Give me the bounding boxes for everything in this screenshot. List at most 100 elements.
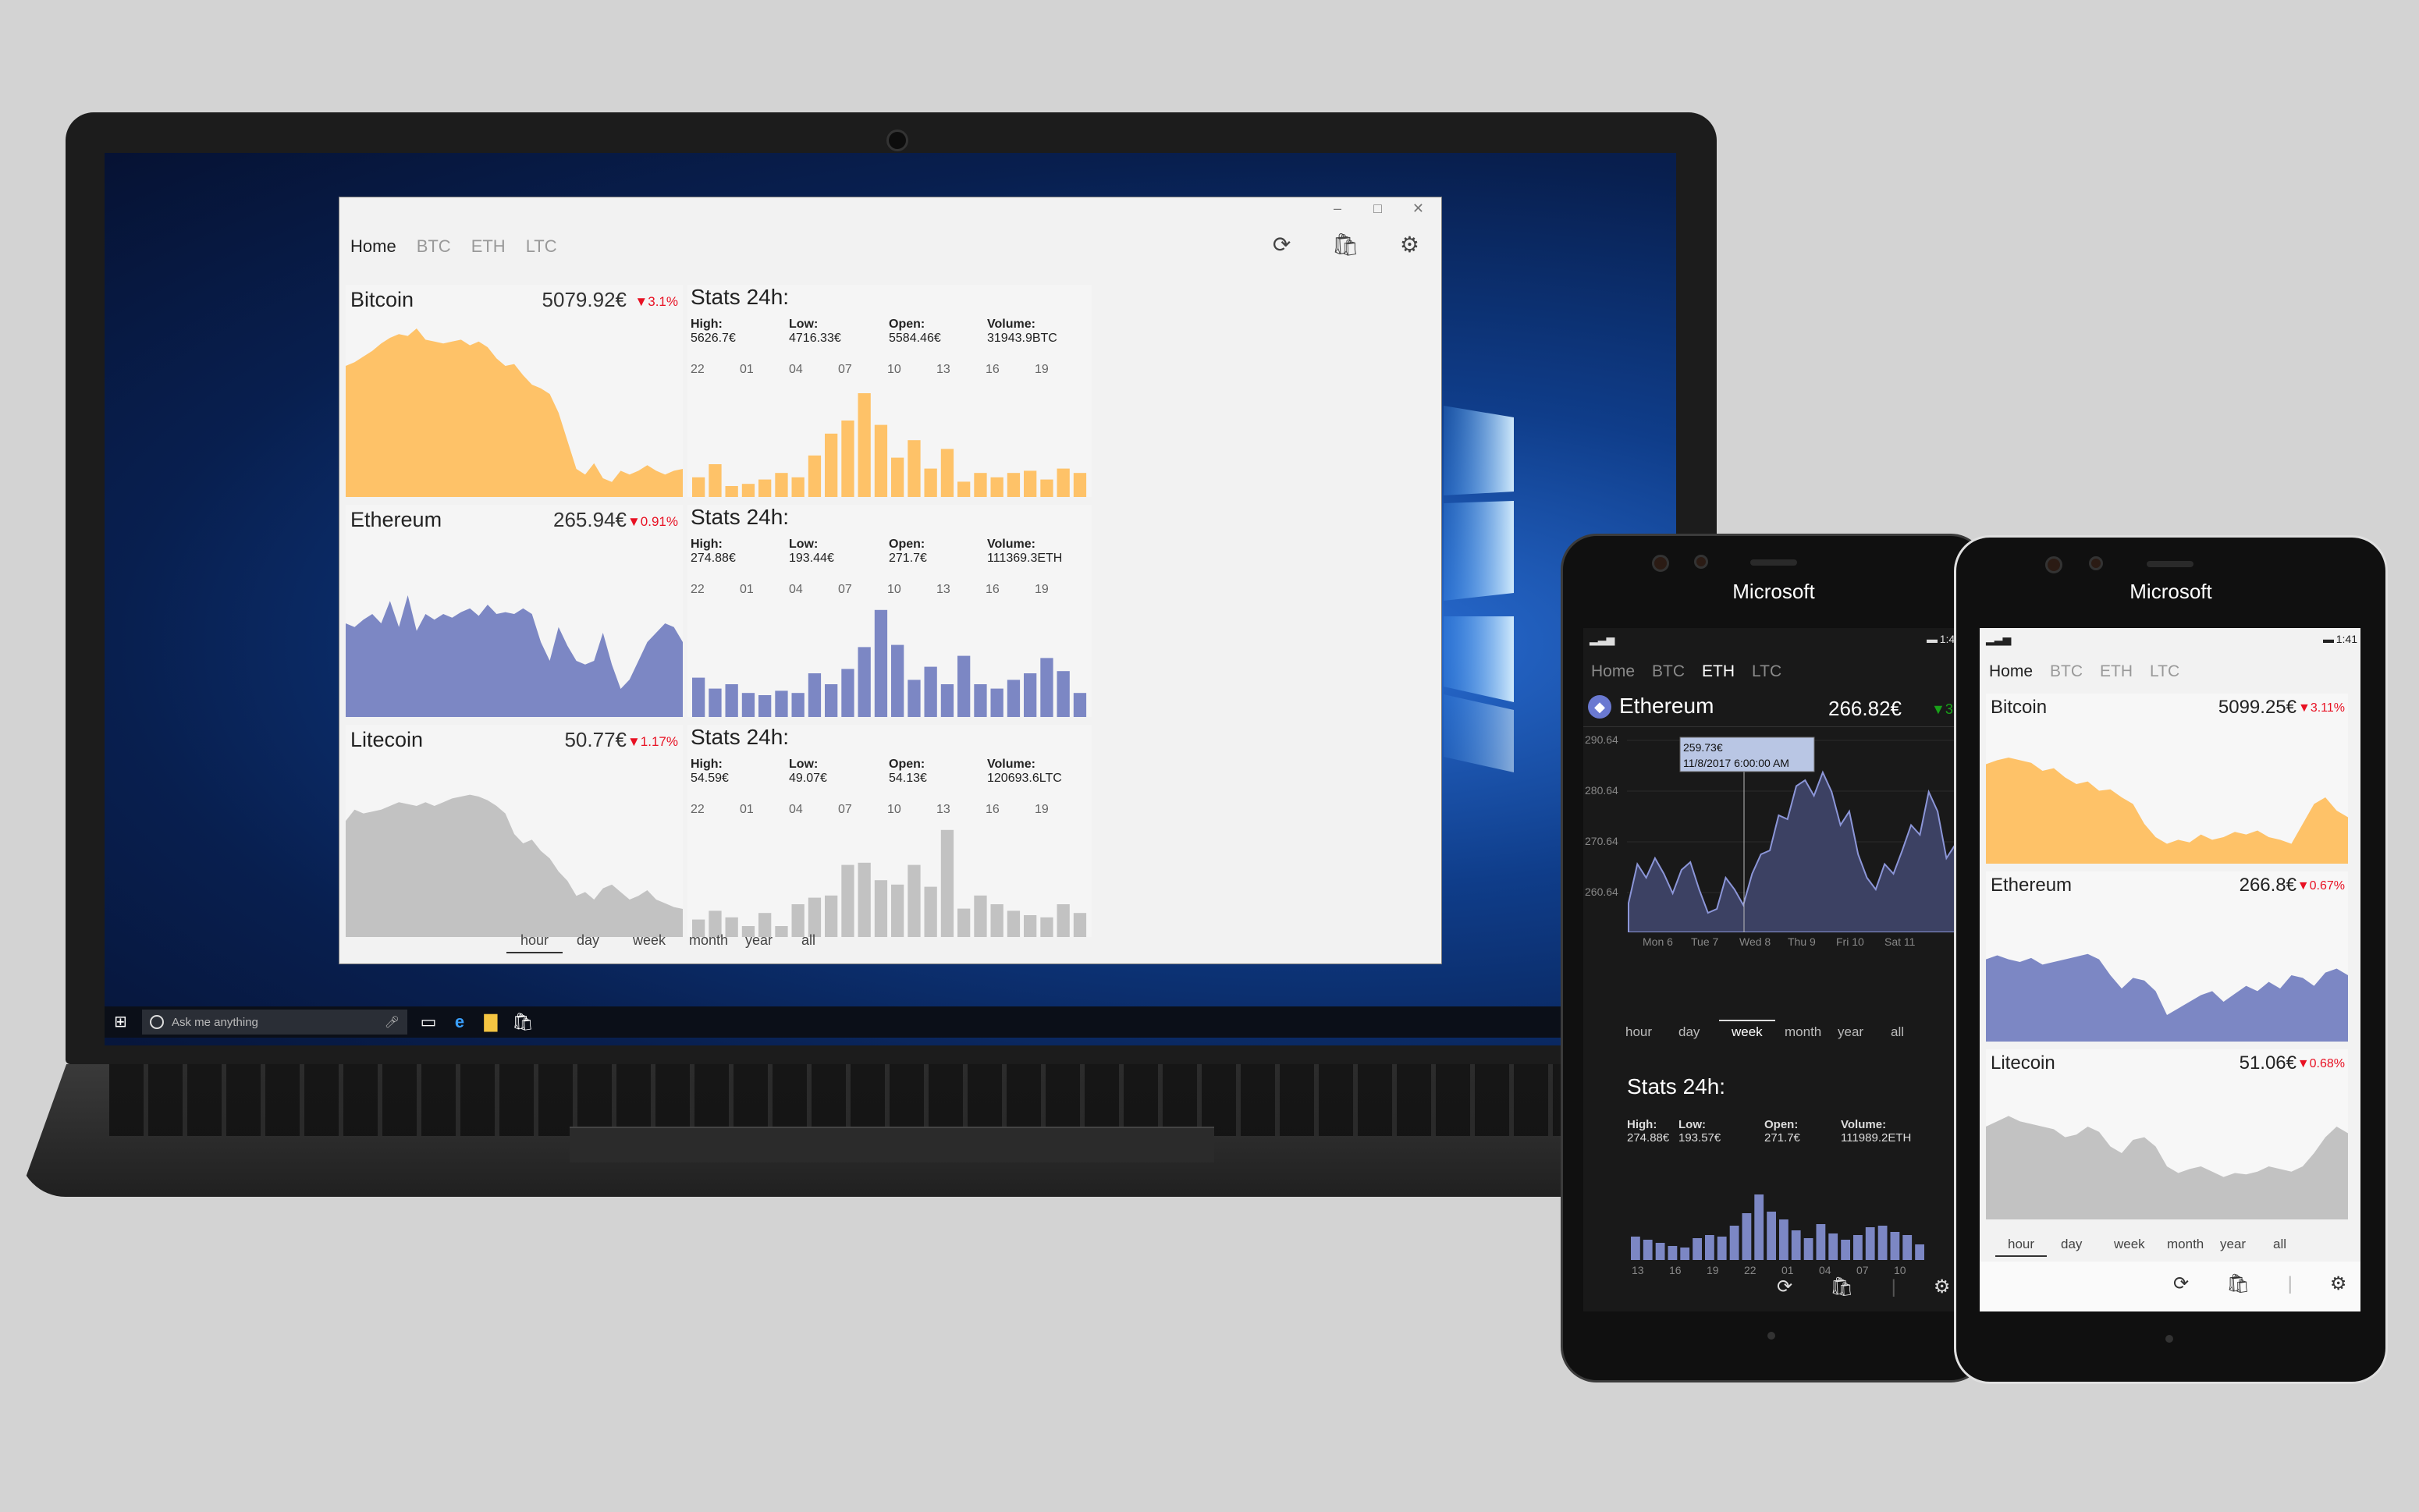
range-week[interactable]: week: [633, 932, 666, 948]
divider: [1583, 726, 1964, 727]
coin-card-ethereum[interactable]: Ethereum 265.94€ ▼0.91%: [346, 505, 683, 717]
coin-card-litecoin[interactable]: Litecoin 51.06€ ▼0.68%: [1986, 1049, 2348, 1219]
volume-bar: [908, 864, 921, 937]
price-area-chart: [346, 794, 683, 937]
coin-price: 266.8€: [2239, 875, 2296, 896]
file-explorer-icon[interactable]: ▇: [484, 1012, 498, 1031]
tab-btc[interactable]: BTC: [1652, 662, 1685, 680]
refresh-icon[interactable]: ⟳: [1272, 232, 1291, 257]
range-all[interactable]: all: [2273, 1237, 2287, 1251]
range-month[interactable]: month: [689, 932, 729, 948]
tab-eth[interactable]: ETH: [1702, 662, 1735, 680]
range-day[interactable]: day: [577, 932, 600, 948]
coin-change: ▼1.17%: [627, 734, 678, 749]
range-year[interactable]: year: [1838, 1024, 1864, 1039]
volume-bar: [741, 484, 755, 497]
shop-icon[interactable]: 🛍︎: [2226, 1273, 2250, 1294]
tab-eth[interactable]: ETH: [471, 236, 506, 256]
close-icon[interactable]: ✕: [1412, 201, 1424, 216]
coin-name: Litecoin: [350, 728, 424, 751]
tick-label: 22: [691, 583, 705, 596]
tab-ltc[interactable]: LTC: [2150, 662, 2180, 680]
range-hour[interactable]: hour: [1995, 1237, 2048, 1257]
phone-dark: Microsoft ▂▃▅ ▬ 1:46 Home BTC ETH LTC ◆ …: [1561, 534, 1987, 1382]
coin-card-ethereum[interactable]: Ethereum 266.8€ ▼0.67%: [1986, 871, 2348, 1042]
volume-bar: [1729, 1226, 1739, 1260]
maximize-icon[interactable]: □: [1373, 201, 1382, 216]
range-hour[interactable]: hour: [1625, 1024, 1653, 1039]
volume-bar: [1040, 917, 1053, 937]
tab-eth[interactable]: ETH: [2100, 662, 2133, 680]
eth-week-chart[interactable]: 290.64280.64270.64260.64250.64259.73€11/…: [1583, 729, 1964, 932]
phone-light-toolbar-bg: [1980, 1262, 2360, 1311]
volume-bar: [1024, 673, 1037, 717]
volume-bar: [725, 917, 738, 937]
minimize-icon[interactable]: –: [1333, 201, 1341, 216]
x-tick-label: Wed 8: [1739, 935, 1771, 948]
coin-name: Bitcoin: [350, 288, 414, 311]
stat-open: Open: 5584.46€: [889, 318, 941, 345]
shop-icon[interactable]: 🛍︎: [1830, 1276, 1854, 1297]
range-month[interactable]: month: [2167, 1237, 2204, 1251]
microphone-icon[interactable]: 🎤︎: [384, 1016, 400, 1029]
tick-label: 16: [986, 803, 1000, 816]
tab-ltc[interactable]: LTC: [525, 236, 557, 256]
range-year[interactable]: year: [745, 932, 773, 948]
phone-dark-screen: ▂▃▅ ▬ 1:46 Home BTC ETH LTC ◆ Ethereum 2…: [1583, 628, 1964, 1311]
volume-bar-chart: [692, 829, 1087, 937]
coin-name: Ethereum: [350, 508, 442, 531]
tab-home[interactable]: Home: [1989, 662, 2034, 680]
tab-btc[interactable]: BTC: [2050, 662, 2083, 680]
home-indicator: [2165, 1335, 2173, 1343]
stat-high: High: 5626.7€: [691, 318, 736, 345]
task-view-icon[interactable]: ▭: [420, 1012, 437, 1031]
volume-bar: [990, 477, 1003, 497]
coin-card-bitcoin[interactable]: Bitcoin 5079.92€ ▼3.1%: [346, 285, 683, 497]
volume-bar: [1073, 913, 1087, 937]
tab-home[interactable]: Home: [350, 236, 396, 256]
coin-card-litecoin[interactable]: Litecoin 50.77€ ▼1.17%: [346, 725, 683, 937]
bar-tick-label: 13: [1632, 1264, 1644, 1276]
range-day[interactable]: day: [2061, 1237, 2083, 1251]
tab-home[interactable]: Home: [1591, 662, 1636, 680]
stat-open: Open: 271.7€: [889, 538, 927, 565]
range-week[interactable]: week: [1719, 1020, 1775, 1040]
cortana-search-box[interactable]: Ask me anything 🎤︎: [142, 1010, 407, 1035]
edge-browser-icon[interactable]: e: [454, 1012, 465, 1031]
refresh-icon[interactable]: ⟳: [1777, 1276, 1793, 1297]
tab-ltc[interactable]: LTC: [1752, 662, 1782, 680]
toolbar-separator: |: [2287, 1272, 2293, 1294]
tick-label: 04: [789, 363, 803, 376]
range-hour[interactable]: hour: [506, 932, 563, 953]
volume-bar: [1040, 479, 1053, 497]
range-month[interactable]: month: [1785, 1024, 1822, 1039]
volume-bar: [891, 884, 904, 937]
gear-icon[interactable]: ⚙: [1399, 232, 1419, 257]
gear-icon[interactable]: ⚙: [2329, 1273, 2347, 1294]
store-icon[interactable]: 🛍︎: [512, 1012, 534, 1031]
volume-bar: [1841, 1240, 1850, 1260]
volume-bar: [808, 455, 822, 497]
range-all[interactable]: all: [1891, 1024, 1905, 1039]
volume-bar: [1057, 468, 1070, 497]
coin-price: 266.82€: [1828, 697, 1902, 720]
tab-btc[interactable]: BTC: [416, 236, 451, 256]
taskbar: ⊞ Ask me anything 🎤︎ ▭ e ▇ 🛍︎ ^ ▭ ◔: [105, 1006, 1676, 1038]
volume-bar: [1754, 1194, 1764, 1260]
volume-bar: [1057, 671, 1070, 717]
gear-icon[interactable]: ⚙: [1933, 1276, 1951, 1297]
refresh-icon[interactable]: ⟳: [2173, 1273, 2190, 1294]
shop-icon[interactable]: 🛍︎: [1331, 232, 1359, 257]
coin-card-bitcoin[interactable]: Bitcoin 5099.25€ ▼3.11%: [1986, 694, 2348, 864]
range-week[interactable]: week: [2114, 1237, 2145, 1251]
stat-high: High: 54.59€: [691, 758, 729, 785]
y-tick-label: 280.64: [1585, 784, 1618, 797]
range-all[interactable]: all: [801, 932, 816, 948]
range-day[interactable]: day: [1678, 1024, 1700, 1039]
windows-start-icon[interactable]: ⊞: [114, 1013, 127, 1031]
toolbar-separator: |: [1891, 1276, 1896, 1297]
window-titlebar: – □ ✕: [339, 197, 1441, 224]
range-year[interactable]: year: [2220, 1237, 2247, 1251]
volume-bar: [775, 690, 788, 717]
volume-bar: [1668, 1246, 1678, 1260]
